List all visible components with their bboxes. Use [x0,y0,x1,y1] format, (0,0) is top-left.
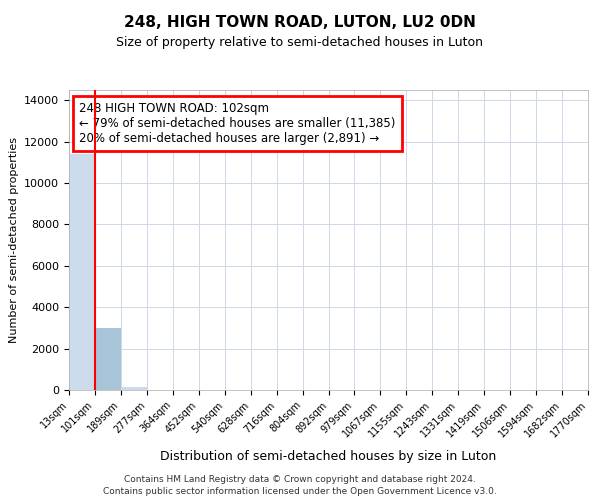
Bar [121,388,147,390]
Bar [95,328,121,390]
Text: Contains public sector information licensed under the Open Government Licence v3: Contains public sector information licen… [103,486,497,496]
Text: Contains HM Land Registry data © Crown copyright and database right 2024.: Contains HM Land Registry data © Crown c… [124,474,476,484]
X-axis label: Distribution of semi-detached houses by size in Luton: Distribution of semi-detached houses by … [160,450,497,463]
Bar [69,154,95,390]
Text: Size of property relative to semi-detached houses in Luton: Size of property relative to semi-detach… [116,36,484,49]
Y-axis label: Number of semi-detached properties: Number of semi-detached properties [8,137,19,343]
Text: 248, HIGH TOWN ROAD, LUTON, LU2 0DN: 248, HIGH TOWN ROAD, LUTON, LU2 0DN [124,15,476,30]
Text: 248 HIGH TOWN ROAD: 102sqm
← 79% of semi-detached houses are smaller (11,385)
20: 248 HIGH TOWN ROAD: 102sqm ← 79% of semi… [79,102,396,145]
